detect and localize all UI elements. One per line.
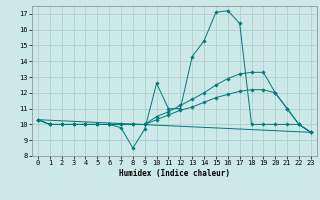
X-axis label: Humidex (Indice chaleur): Humidex (Indice chaleur) (119, 169, 230, 178)
